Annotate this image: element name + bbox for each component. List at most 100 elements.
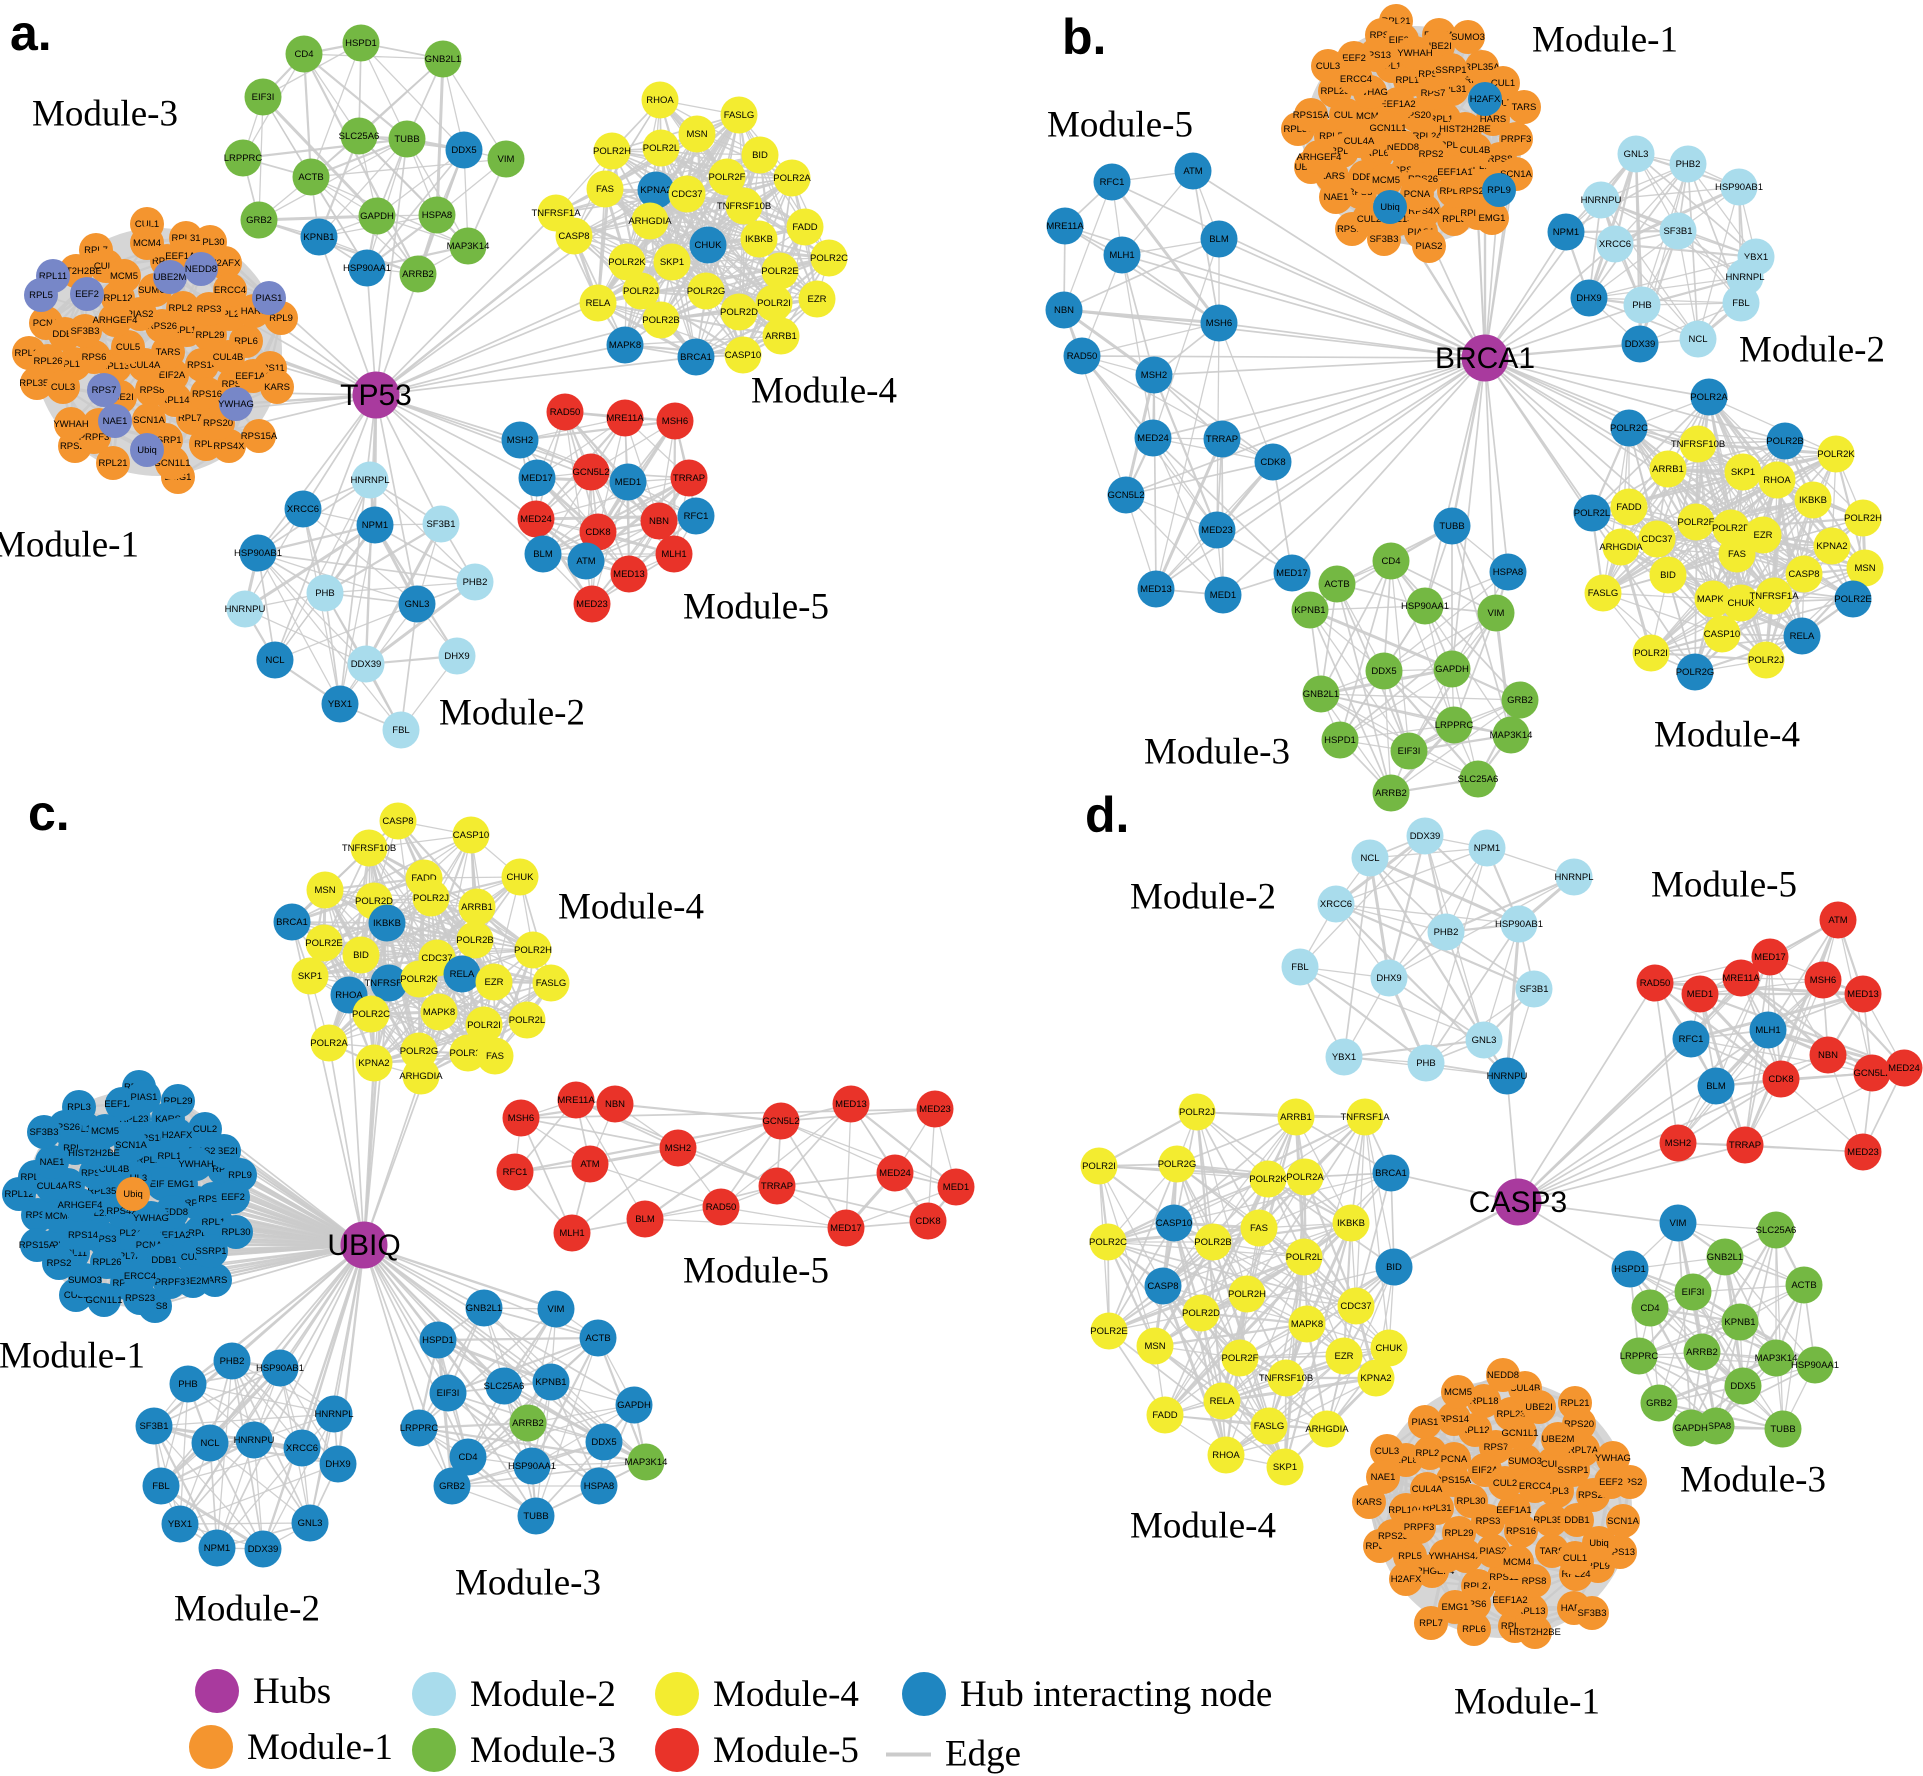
node-label-c-POLR2J: POLR2J xyxy=(413,893,449,904)
node-label-a-PIAS1: PIAS1 xyxy=(256,293,283,304)
node-label-a-SF3B1: SF3B1 xyxy=(426,519,455,530)
node-label-b-Ubiq: Ubiq xyxy=(1380,202,1400,213)
node-a-TRRAP: TRRAP xyxy=(671,460,708,497)
edge-BRCA1-MED23 xyxy=(1217,358,1485,530)
node-c-VIM: VIM xyxy=(538,1291,575,1328)
node-label-a-POLR2E: POLR2E xyxy=(761,266,799,277)
node-label-a-CUL4B: CUL4B xyxy=(213,352,244,363)
node-c-MSN: MSN xyxy=(307,872,344,909)
node-label-b-CUL4A: CUL4A xyxy=(1344,136,1375,147)
node-label-c-SF3B1: SF3B1 xyxy=(139,1421,168,1432)
node-label-c-POLR2G: POLR2G xyxy=(400,1046,439,1057)
node-label-c-GCN5L2: GCN5L2 xyxy=(763,1116,800,1127)
node-label-b-RAD50: RAD50 xyxy=(1067,351,1098,362)
node-label-a-NAE1: NAE1 xyxy=(103,416,128,427)
node-c-IKBKB: IKBKB xyxy=(369,905,406,942)
node-label-b-MED24: MED24 xyxy=(1137,433,1169,444)
node-label-c-MED13: MED13 xyxy=(835,1099,867,1110)
node-a-TUBB: TUBB xyxy=(389,121,426,158)
node-label-b-ERCC4: ERCC4 xyxy=(1340,74,1372,85)
node-label-b-DDX5: DDX5 xyxy=(1371,666,1396,677)
node-c-FBL: FBL xyxy=(143,1468,180,1505)
node-label-c-SKP1: SKP1 xyxy=(298,971,322,982)
node-label-a-BLM: BLM xyxy=(533,549,553,560)
node-b-MSH2: MSH2 xyxy=(1136,357,1173,394)
node-label-a-RHOA: RHOA xyxy=(646,95,674,106)
node-a-MSH6: MSH6 xyxy=(657,403,694,440)
node-b-NPM1: NPM1 xyxy=(1548,214,1585,251)
node-label-b-POLR2E: POLR2E xyxy=(1834,594,1872,605)
node-label-b-MED1: MED1 xyxy=(1210,590,1236,601)
node-label-c-POLR2H: POLR2H xyxy=(514,945,552,956)
node-b-SUMO3: SUMO3 xyxy=(1451,20,1485,54)
node-label-b-RFC1: RFC1 xyxy=(1100,177,1125,188)
node-label-a-HSPA8: HSPA8 xyxy=(422,210,452,221)
node-label-c-RPL26: RPL26 xyxy=(92,1257,121,1268)
node-label-b-RPS2: RPS2 xyxy=(1419,149,1444,160)
node-label-a-MED13: MED13 xyxy=(613,569,645,580)
node-a-MAP3K14: MAP3K14 xyxy=(447,228,490,265)
node-label-a-LRPPRC: LRPPRC xyxy=(224,153,263,164)
node-label-c-EMG1: EMG1 xyxy=(168,1179,195,1190)
node-b-IKBKB: IKBKB xyxy=(1795,482,1832,519)
node-a-PHB: PHB xyxy=(307,575,344,612)
node-b-CD4: CD4 xyxy=(1373,543,1410,580)
node-c-POLR2H: POLR2H xyxy=(514,932,552,969)
edge-TNFRSF1A-BID xyxy=(1365,1117,1394,1267)
node-label-b-HSP90AB1: HSP90AB1 xyxy=(1715,182,1763,193)
node-label-c-MED1: MED1 xyxy=(943,1182,969,1193)
node-c-MLH1: MLH1 xyxy=(554,1215,591,1252)
node-label-c-DDX39: DDX39 xyxy=(248,1544,279,1555)
node-b-MSH6: MSH6 xyxy=(1201,305,1238,342)
node-a-RELA: RELA xyxy=(580,285,617,322)
node-a-PHB2: PHB2 xyxy=(457,564,494,601)
node-label-a-MAPK8: MAPK8 xyxy=(609,340,641,351)
node-c-SKP1: SKP1 xyxy=(292,958,329,995)
node-c-GCN5L2: GCN5L2 xyxy=(763,1103,800,1140)
node-label-a-POLR2B: POLR2B xyxy=(642,315,680,326)
node-a-MCM5: MCM5 xyxy=(107,259,141,293)
node-b-SSRP1: SSRP1 xyxy=(1434,53,1468,87)
node-label-c-CASP8: CASP8 xyxy=(382,816,413,827)
node-a-SCN1A: SCN1A xyxy=(132,403,166,437)
node-b-POLR2J: POLR2J xyxy=(1748,642,1785,679)
node-label-a-MED23: MED23 xyxy=(576,599,608,610)
node-a-KPNB1: KPNB1 xyxy=(301,219,338,256)
node-b-ATM: ATM xyxy=(1175,153,1212,190)
node-a-MCM4: MCM4 xyxy=(130,226,164,260)
node-label-b-GRB2: GRB2 xyxy=(1507,695,1533,706)
node-a-GAPDH: GAPDH xyxy=(359,198,396,235)
node-label-c-EIF3I: EIF3I xyxy=(437,1388,460,1399)
node-b-TUBB: TUBB xyxy=(1434,508,1471,545)
node-label-b-MRE11A: MRE11A xyxy=(1046,221,1084,232)
node-label-b-CDC37: CDC37 xyxy=(1641,534,1672,545)
node-label-c-HSPD1: HSPD1 xyxy=(422,1335,454,1346)
node-a-FADD: FADD xyxy=(787,209,824,246)
node-label-a-NEDD8: NEDD8 xyxy=(185,264,217,275)
node-label-b-MSN: MSN xyxy=(1854,563,1875,574)
node-c-LRPPRC: LRPPRC xyxy=(400,1410,439,1447)
node-label-a-GCN5L2: GCN5L2 xyxy=(573,467,610,478)
edge-GCN5L2-RFC1 xyxy=(515,1121,781,1172)
node-a-PIAS1: PIAS1 xyxy=(252,281,286,315)
node-label-c-KPNA2: KPNA2 xyxy=(358,1058,389,1069)
node-a-FAS: FAS xyxy=(587,171,624,208)
node-label-a-CHUK: CHUK xyxy=(695,240,723,251)
node-label-c-HNRNPU: HNRNPU xyxy=(234,1435,275,1446)
node-label-a-TNFRSF10B: TNFRSF10B xyxy=(717,201,771,212)
node-a-NPM1: NPM1 xyxy=(357,507,394,544)
node-label-a-RFC1: RFC1 xyxy=(684,511,709,522)
node-label-c-GRB2: GRB2 xyxy=(439,1481,465,1492)
node-label-c-CD4: CD4 xyxy=(458,1452,477,1463)
node-label-b-POLR2I: POLR2I xyxy=(1634,648,1668,659)
edge-RAD50-CDK8 xyxy=(1082,356,1273,462)
node-label-b-NBN: NBN xyxy=(1054,305,1074,316)
node-a-RPS7: RPS7 xyxy=(87,373,121,407)
node-label-a-EIF2A: EIF2A xyxy=(159,370,186,381)
node-b-BLM: BLM xyxy=(1201,221,1238,258)
node-label-b-MCM5: MCM5 xyxy=(1372,175,1400,186)
node-c-CASP10: CASP10 xyxy=(453,817,490,854)
node-label-b-GNB2L1: GNB2L1 xyxy=(1303,689,1339,700)
node-b-HSP90AB1: HSP90AB1 xyxy=(1715,169,1763,206)
node-label-a-MED1: MED1 xyxy=(615,477,641,488)
